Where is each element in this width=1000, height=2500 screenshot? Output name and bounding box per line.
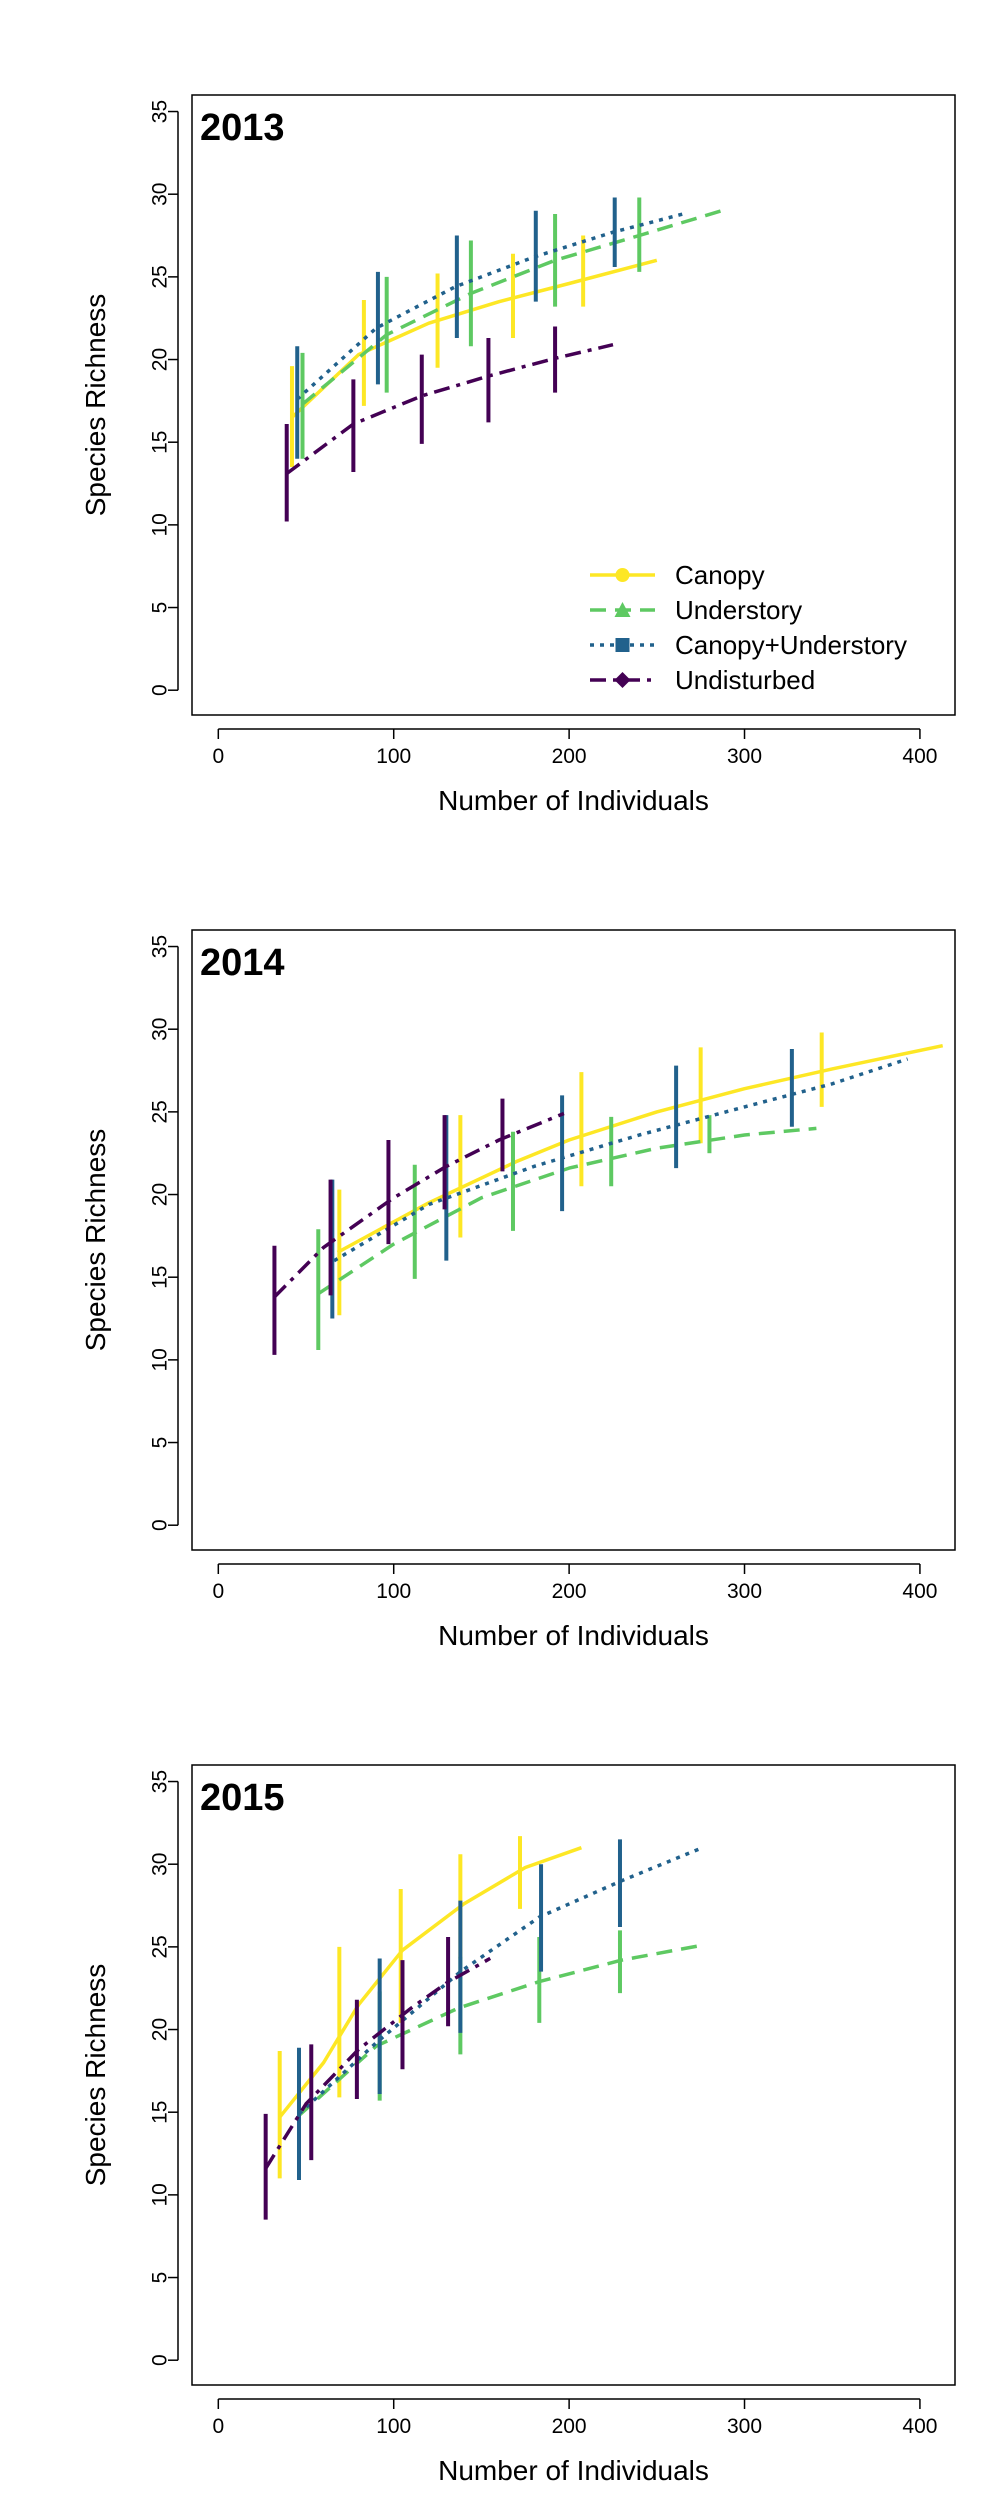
y-tick-label: 15 [149,431,172,454]
series-canopy [277,1836,582,2179]
y-tick-label: 20 [149,348,172,371]
y-tick-label: 35 [149,100,172,123]
legend-entry: Understory [590,595,802,625]
rarefaction-curve [301,209,723,406]
y-tick-label: 0 [149,1519,172,1531]
rarefaction-curve [333,1057,909,1263]
x-axis-title: Number of Individuals [438,785,709,816]
panel-2013: 0 100 200 300 400 0 5 10 15 20 25 30 35 Number of Ind… [80,94,956,816]
rarefaction-curve [297,1846,704,2116]
y-tick-label: 30 [149,183,172,206]
y-tick-label: 15 [149,2101,172,2124]
x-tick-label: 300 [727,1580,762,1603]
legend-label: Understory [675,595,802,625]
y-tick-label: 25 [149,1100,172,1123]
legend: Canopy Understory Canopy+Understory Undistu… [590,560,907,695]
y-tick-label: 0 [149,2354,172,2366]
series-understory [300,197,723,459]
y-tick-label: 10 [149,2183,172,2206]
y-tick-label: 20 [149,2018,172,2041]
plot-frame [191,94,956,716]
legend-entry: Canopy+Understory [590,630,907,660]
y-axis-title: Species Richness [80,1964,111,2187]
series-understory [316,1115,817,1350]
rarefaction-curve [290,258,658,419]
y-tick-label: 5 [149,2272,172,2284]
panel-2015: 0 100 200 300 400 0 5 10 15 20 25 30 35 Number of Ind… [80,1764,956,2486]
legend-label: Canopy+Understory [675,630,907,660]
series-canopy_understory [296,1839,704,2180]
x-tick-label: 200 [552,2415,587,2438]
series-canopy [336,1032,944,1316]
legend-diamond-marker [614,672,631,688]
y-axis-title: Species Richness [80,1129,111,1352]
legend-triangle-marker [614,602,631,617]
legend-label: Canopy [675,560,765,590]
rarefaction-curve [264,1956,492,2170]
x-axis-title: Number of Individuals [438,1620,709,1651]
x-tick-label: 300 [727,2415,762,2438]
y-tick-label: 15 [149,1266,172,1289]
y-tick-label: 5 [149,1437,172,1449]
x-tick-label: 100 [376,1580,411,1603]
legend-entry: Canopy [590,560,765,590]
y-tick-label: 30 [149,1018,172,1041]
legend-label: Undisturbed [675,665,815,695]
x-tick-label: 400 [902,1580,937,1603]
x-tick-label: 200 [552,1580,587,1603]
y-tick-label: 10 [149,513,172,536]
y-tick-label: 25 [149,265,172,288]
y-tick-label: 20 [149,1183,172,1206]
series-undisturbed [263,1936,492,2220]
series-canopy_understory [295,197,684,459]
series-understory [296,1930,703,2171]
y-tick-label: 5 [149,602,172,614]
legend-square-marker [615,638,630,652]
rarefaction-curve [273,1111,565,1299]
y-axis-title: Species Richness [80,294,111,517]
y-tick-label: 0 [149,684,172,696]
panel-year-label: 2015 [200,1777,285,1819]
x-tick-label: 300 [727,745,762,768]
x-tick-label: 0 [212,2415,224,2438]
panel-year-label: 2013 [200,107,285,149]
panel-2014: 0 100 200 300 400 0 5 10 15 20 25 30 35 Number of Ind… [80,929,956,1651]
rarefaction-curve [285,342,614,476]
x-tick-label: 0 [212,745,224,768]
rarefaction-curve [317,1126,817,1296]
plot-frame [191,929,956,1551]
plot-frame [191,1764,956,2386]
y-tick-label: 35 [149,935,172,958]
x-tick-label: 100 [376,2415,411,2438]
series-undisturbed [272,1098,565,1355]
series-undisturbed [284,326,614,522]
y-tick-label: 30 [149,1853,172,1876]
y-tick-label: 35 [149,1770,172,1793]
legend-entry: Undisturbed [590,665,815,695]
panel-year-label: 2014 [200,942,285,984]
x-tick-label: 400 [902,745,937,768]
x-axis-title: Number of Individuals [438,2455,709,2486]
x-tick-label: 100 [376,745,411,768]
x-tick-label: 0 [212,1580,224,1603]
y-tick-label: 25 [149,1935,172,1958]
rarefaction-curve [297,1943,703,2117]
legend-circle-marker [615,568,630,582]
x-tick-label: 400 [902,2415,937,2438]
rarefaction-curve [278,1846,582,2119]
y-tick-label: 10 [149,1348,172,1371]
x-tick-label: 200 [552,745,587,768]
series-canopy [289,235,658,467]
